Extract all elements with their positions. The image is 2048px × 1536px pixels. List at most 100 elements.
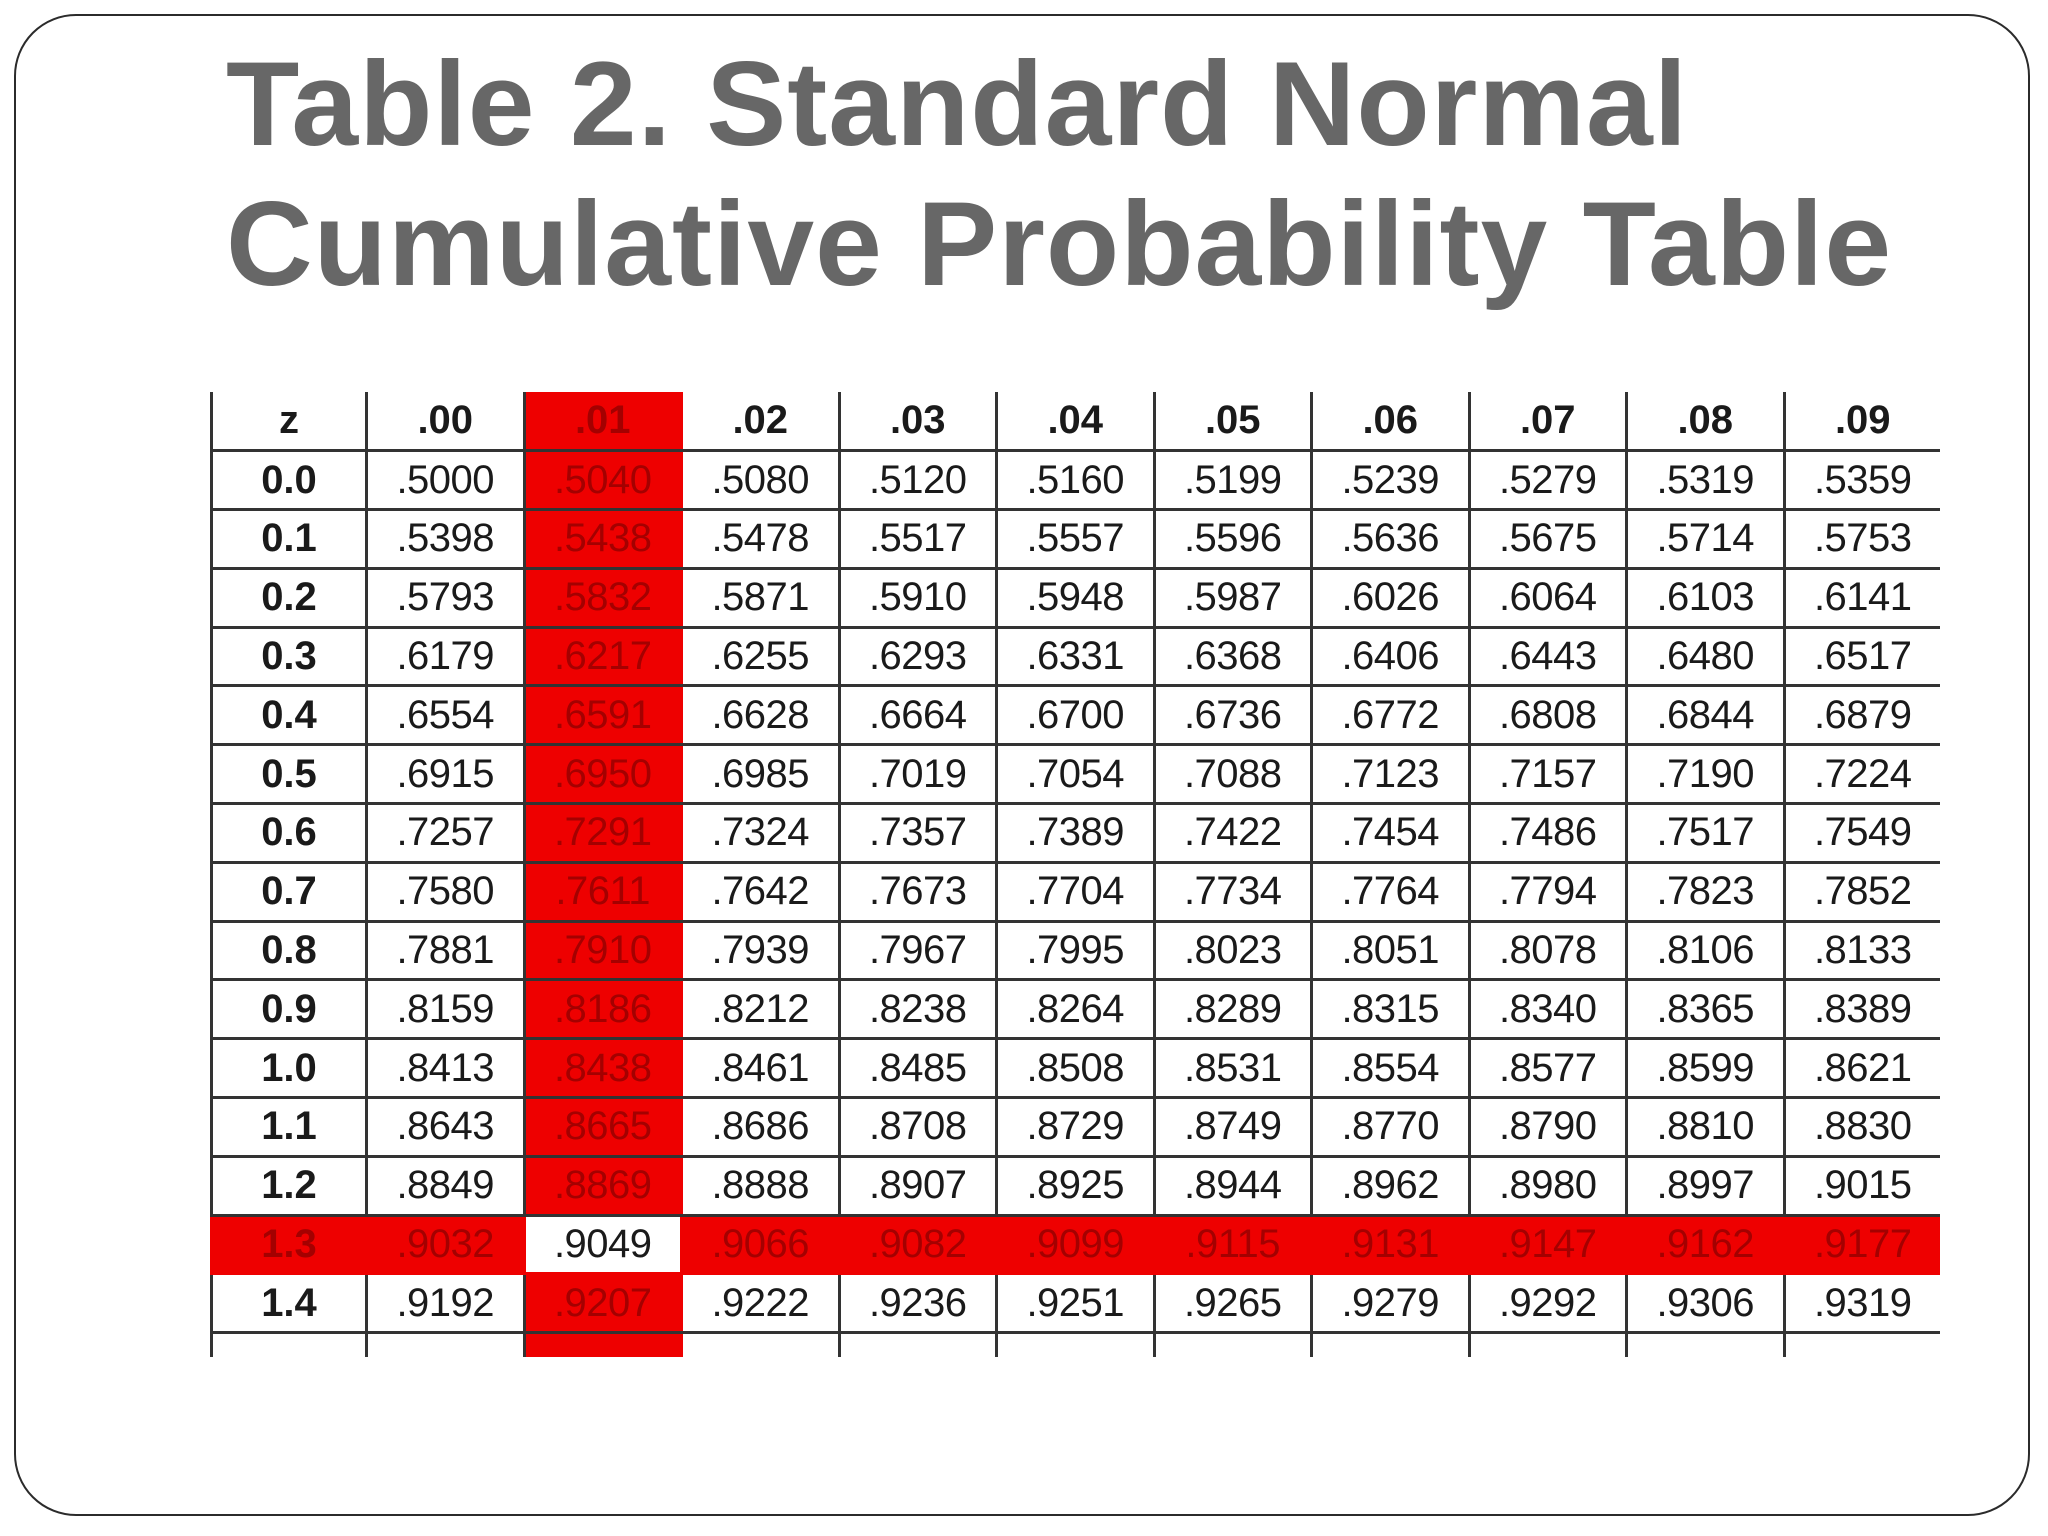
probability-cell: .8944 xyxy=(1152,1156,1313,1217)
probability-cell: .6591 xyxy=(522,685,683,747)
probability-cell: .8708 xyxy=(837,1097,998,1158)
probability-cell: .8186 xyxy=(522,979,683,1041)
probability-cell: .8577 xyxy=(1467,1038,1628,1100)
probability-cell: .5478 xyxy=(680,509,841,570)
probability-cell: .9032 xyxy=(365,1215,526,1276)
z-value-cell: 0.6 xyxy=(210,803,368,864)
empty-cell xyxy=(1152,1332,1313,1357)
probability-cell: .8980 xyxy=(1467,1156,1628,1217)
probability-cell: .9066 xyxy=(680,1215,841,1276)
probability-cell: .6064 xyxy=(1467,568,1628,629)
slide-title-line-2: Cumulative Probability Table xyxy=(226,177,1893,311)
probability-cell: .8554 xyxy=(1310,1038,1471,1100)
probability-cell: .5239 xyxy=(1310,450,1471,512)
z-value-cell: 0.5 xyxy=(210,744,368,806)
probability-cell: .6026 xyxy=(1310,568,1471,629)
probability-cell: .7642 xyxy=(680,862,841,923)
probability-cell: .6736 xyxy=(1152,685,1313,747)
z-value-cell: 1.3 xyxy=(210,1215,368,1276)
probability-cell: .8078 xyxy=(1467,921,1628,982)
probability-cell: .9236 xyxy=(837,1273,998,1335)
probability-cell: .7852 xyxy=(1782,862,1940,923)
probability-cell: .6217 xyxy=(522,627,683,688)
probability-cell: .9162 xyxy=(1625,1215,1786,1276)
probability-cell: .8212 xyxy=(680,979,841,1041)
probability-cell: .8962 xyxy=(1310,1156,1471,1217)
probability-cell: .8133 xyxy=(1782,921,1940,982)
z-value-cell: 0.3 xyxy=(210,627,368,688)
empty-cell xyxy=(522,1332,683,1357)
column-header: .08 xyxy=(1625,392,1786,453)
probability-cell: .6517 xyxy=(1782,627,1940,688)
z-value-cell: 1.2 xyxy=(210,1156,368,1217)
z-value-cell: 1.1 xyxy=(210,1097,368,1158)
probability-cell: .6480 xyxy=(1625,627,1786,688)
probability-cell: .8413 xyxy=(365,1038,526,1100)
probability-cell: .8686 xyxy=(680,1097,841,1158)
probability-cell: .5398 xyxy=(365,509,526,570)
probability-cell: .7454 xyxy=(1310,803,1471,864)
slide-title-line-1: Table 2. Standard Normal xyxy=(226,37,1689,171)
probability-cell: .8389 xyxy=(1782,979,1940,1041)
probability-cell: .6700 xyxy=(995,685,1156,747)
probability-cell: .8485 xyxy=(837,1038,998,1100)
empty-cell xyxy=(680,1332,841,1357)
probability-cell: .8340 xyxy=(1467,979,1628,1041)
probability-cell: .7881 xyxy=(365,921,526,982)
probability-cell: .8810 xyxy=(1625,1097,1786,1158)
probability-cell: .8790 xyxy=(1467,1097,1628,1158)
probability-cell: .8599 xyxy=(1625,1038,1786,1100)
column-header: .09 xyxy=(1782,392,1940,453)
empty-cell xyxy=(1310,1332,1471,1357)
probability-cell: .5199 xyxy=(1152,450,1313,512)
probability-cell: .7422 xyxy=(1152,803,1313,864)
probability-cell: .9177 xyxy=(1782,1215,1940,1276)
table-row-cutoff xyxy=(210,1332,1940,1357)
probability-cell: .7486 xyxy=(1467,803,1628,864)
probability-cell: .6293 xyxy=(837,627,998,688)
probability-cell: .7224 xyxy=(1782,744,1940,806)
column-header: .00 xyxy=(365,392,526,453)
probability-cell: .6664 xyxy=(837,685,998,747)
z-value-cell: 1.0 xyxy=(210,1038,368,1100)
probability-cell: .8621 xyxy=(1782,1038,1940,1100)
probability-cell: .8264 xyxy=(995,979,1156,1041)
column-header: .02 xyxy=(680,392,841,453)
probability-cell: .7995 xyxy=(995,921,1156,982)
probability-cell: .7054 xyxy=(995,744,1156,806)
probability-cell: .5871 xyxy=(680,568,841,629)
probability-cell: .8531 xyxy=(1152,1038,1313,1100)
probability-cell: .6179 xyxy=(365,627,526,688)
z-value-cell: 0.7 xyxy=(210,862,368,923)
probability-cell: .7611 xyxy=(522,862,683,923)
probability-cell: .8289 xyxy=(1152,979,1313,1041)
column-header: .06 xyxy=(1310,392,1471,453)
probability-cell: .7764 xyxy=(1310,862,1471,923)
probability-cell: .7704 xyxy=(995,862,1156,923)
column-header: .04 xyxy=(995,392,1156,453)
probability-cell: .6808 xyxy=(1467,685,1628,747)
probability-cell: .5040 xyxy=(522,450,683,512)
probability-cell: .6406 xyxy=(1310,627,1471,688)
z-column-header: z xyxy=(210,392,368,453)
empty-cell xyxy=(837,1332,998,1357)
probability-cell: .6985 xyxy=(680,744,841,806)
probability-cell: .5675 xyxy=(1467,509,1628,570)
probability-cell: .5714 xyxy=(1625,509,1786,570)
probability-cell: .5557 xyxy=(995,509,1156,570)
probability-cell: .9147 xyxy=(1467,1215,1628,1276)
probability-cell: .9265 xyxy=(1152,1273,1313,1335)
probability-cell: .7910 xyxy=(522,921,683,982)
probability-cell: .8106 xyxy=(1625,921,1786,982)
z-value-cell: 0.8 xyxy=(210,921,368,982)
probability-cell: .5319 xyxy=(1625,450,1786,512)
z-value-cell: 0.1 xyxy=(210,509,368,570)
probability-cell: .7517 xyxy=(1625,803,1786,864)
z-table-container: z .00 .01 .02 .03 .04 .05 .06 .07 .08 .0… xyxy=(210,392,1940,1368)
probability-cell: .5279 xyxy=(1467,450,1628,512)
table-row: 0.1.5398.5438.5478.5517.5557.5596.5636.5… xyxy=(210,509,1940,570)
probability-cell: .8665 xyxy=(522,1097,683,1158)
probability-cell: .7734 xyxy=(1152,862,1313,923)
probability-cell: .6443 xyxy=(1467,627,1628,688)
probability-cell: .5359 xyxy=(1782,450,1940,512)
